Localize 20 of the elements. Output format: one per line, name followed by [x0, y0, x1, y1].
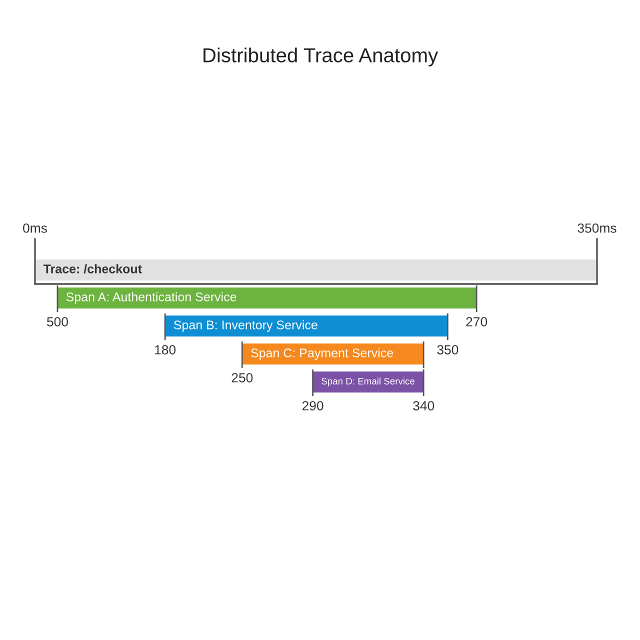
annotation: 270 [466, 317, 488, 326]
annotation: 500 [47, 317, 68, 326]
bar [312, 372, 424, 392]
bar [35, 260, 597, 280]
y-tick-label: Trace: /checkout [43, 264, 142, 274]
annotation: 350 [437, 345, 458, 354]
annotation: 250 [232, 373, 253, 382]
x-tick-label: 0ms [23, 223, 47, 233]
y-tick-label: Span A: Authentication Service [66, 292, 236, 304]
bar [165, 316, 448, 336]
annotation: 290 [302, 401, 324, 410]
y-tick-label: Span D: Email Service [322, 378, 414, 386]
annotation: 180 [155, 345, 176, 354]
y-tick-label: Span B: Inventory Service [174, 320, 318, 332]
y-tick-label: Span C: Payment Service [251, 348, 394, 360]
x-tick-label: 350ms [578, 223, 616, 233]
chart-title: Distributed Trace Anatomy [204, 48, 438, 66]
bar [57, 288, 477, 308]
annotation: 340 [413, 401, 434, 410]
bar [242, 344, 424, 364]
